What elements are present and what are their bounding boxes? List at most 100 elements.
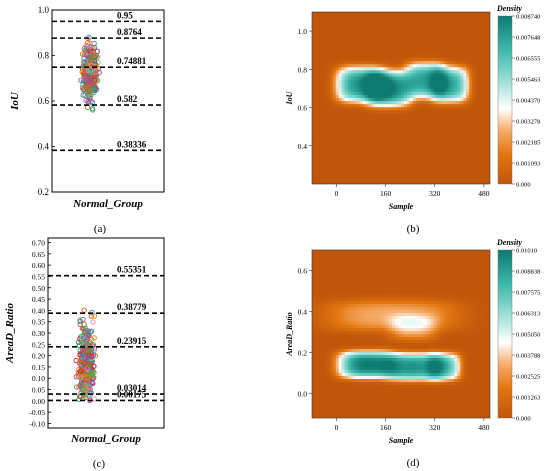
density-cell xyxy=(481,88,485,93)
density-cell xyxy=(380,61,384,65)
density-cell xyxy=(448,51,453,56)
density-cell xyxy=(401,147,405,151)
density-cell xyxy=(469,104,473,108)
density-cell xyxy=(466,131,470,136)
density-cell xyxy=(457,21,461,25)
density-cell xyxy=(424,165,429,170)
density-cell xyxy=(457,24,461,28)
density-cell xyxy=(484,70,488,75)
density-cell xyxy=(460,21,464,25)
density-cell xyxy=(368,64,372,68)
density-cell xyxy=(362,51,366,56)
density-cell xyxy=(323,174,328,179)
density-cell xyxy=(371,171,375,176)
density-cell xyxy=(347,104,352,108)
density-cell xyxy=(466,168,470,173)
density-cell xyxy=(481,271,485,275)
density-cell xyxy=(323,119,328,124)
density-cell xyxy=(368,119,372,124)
density-cell xyxy=(436,33,441,38)
density-cell xyxy=(442,27,447,32)
density-cell xyxy=(418,131,423,136)
density-cell xyxy=(469,12,473,16)
density-cell xyxy=(401,144,405,148)
density-cell xyxy=(412,150,417,154)
density-cell xyxy=(365,165,369,170)
density-cell xyxy=(389,91,393,96)
density-cell xyxy=(326,150,331,154)
density-cell xyxy=(427,147,432,151)
density-cell xyxy=(466,250,470,254)
density-cell xyxy=(350,30,355,35)
density-cell xyxy=(439,64,444,68)
density-cell xyxy=(314,67,319,71)
density-cell xyxy=(323,137,328,142)
density-cell xyxy=(374,280,378,284)
density-cell xyxy=(338,12,343,16)
density-cell xyxy=(487,64,490,68)
density-cell xyxy=(439,18,444,22)
density-cell xyxy=(412,265,417,269)
density-cell xyxy=(454,88,458,93)
density-cell xyxy=(371,116,375,121)
density-cell xyxy=(341,262,346,266)
density-cell xyxy=(371,73,375,78)
density-cell xyxy=(395,30,399,35)
density-cell xyxy=(341,265,346,269)
density-cell xyxy=(344,58,349,62)
density-cell xyxy=(365,177,369,182)
density-cell xyxy=(442,177,447,182)
density-cell xyxy=(359,27,364,32)
density-cell xyxy=(475,113,479,118)
density-cell xyxy=(326,30,331,35)
density-cell xyxy=(406,168,411,173)
density-cell xyxy=(326,156,331,161)
density-cell xyxy=(478,116,482,121)
density-cell xyxy=(317,162,322,167)
density-cell xyxy=(472,250,476,254)
density-cell xyxy=(403,147,408,151)
density-cell xyxy=(341,51,346,56)
density-cell xyxy=(401,119,405,124)
density-cell xyxy=(409,128,414,133)
density-cell xyxy=(320,73,325,78)
density-cell xyxy=(457,98,461,102)
density-cell xyxy=(415,110,420,114)
density-cell xyxy=(424,131,429,136)
density-cell xyxy=(463,61,467,65)
density-cell xyxy=(469,141,473,145)
density-cell xyxy=(344,48,349,53)
density-cell xyxy=(383,110,387,114)
density-cell xyxy=(439,277,444,281)
density-cell xyxy=(380,113,384,118)
density-cell xyxy=(356,137,361,142)
density-cell xyxy=(371,36,375,41)
density-cell xyxy=(445,27,450,32)
density-cell xyxy=(362,15,366,19)
y-tick-label: 0.65 xyxy=(32,250,45,259)
density-cell xyxy=(356,107,361,111)
density-cell xyxy=(389,101,393,105)
density-cell xyxy=(409,156,414,161)
density-cell xyxy=(350,171,355,176)
density-cell xyxy=(392,61,396,65)
density-cell xyxy=(401,76,405,81)
density-cell xyxy=(368,165,372,170)
density-cell xyxy=(433,277,438,281)
density-cell xyxy=(424,42,429,47)
density-cell xyxy=(323,48,328,53)
density-cell xyxy=(451,51,455,56)
data-point xyxy=(86,84,92,90)
density-cell xyxy=(433,36,438,41)
density-cell xyxy=(335,119,340,124)
density-cell xyxy=(418,271,423,275)
density-cell xyxy=(329,70,334,75)
density-cell xyxy=(401,79,405,84)
density-cell xyxy=(356,55,361,59)
density-cell xyxy=(335,153,340,157)
density-cell xyxy=(383,42,387,47)
density-cell xyxy=(359,113,364,118)
density-cell xyxy=(392,18,396,22)
density-cell xyxy=(403,125,408,130)
density-cell xyxy=(359,91,364,96)
